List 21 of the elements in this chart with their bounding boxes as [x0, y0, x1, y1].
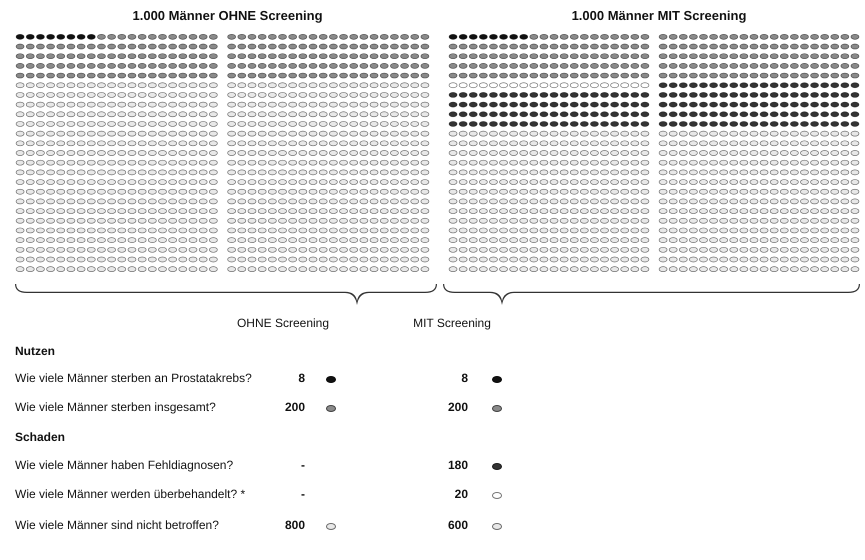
- text: Schaden: [15, 430, 66, 444]
- data-label: 200: [448, 400, 468, 414]
- category-label: Wie viele Männer werden überbehandelt? *: [15, 487, 246, 501]
- category-label: Wie viele Männer sind nicht betroffen?: [15, 518, 219, 532]
- data-label: 600: [448, 518, 468, 532]
- text: OHNE Screening: [236, 316, 330, 330]
- category-label: Wie viele Männer sterben insgesamt?: [15, 400, 216, 414]
- data-label: 180: [448, 458, 468, 472]
- data-label: 800: [284, 518, 305, 532]
- data-label: -: [301, 487, 305, 501]
- data-label: -: [301, 458, 305, 472]
- text: Nutzen: [15, 344, 55, 358]
- data-label: 8: [298, 371, 305, 385]
- data-label: 20: [454, 487, 468, 501]
- category-label: Wie viele Männer sterben an Prostatakrebs?: [15, 371, 252, 385]
- data-label: 8: [461, 371, 468, 385]
- text: 1.000 Männer MIT Screening: [572, 8, 746, 23]
- text: 1.000 Männer OHNE Screening: [132, 8, 323, 23]
- category-label: Wie viele Männer haben Fehldiagnosen?: [15, 458, 234, 472]
- data-label: 200: [284, 400, 305, 414]
- text: MIT Screening: [413, 316, 491, 330]
